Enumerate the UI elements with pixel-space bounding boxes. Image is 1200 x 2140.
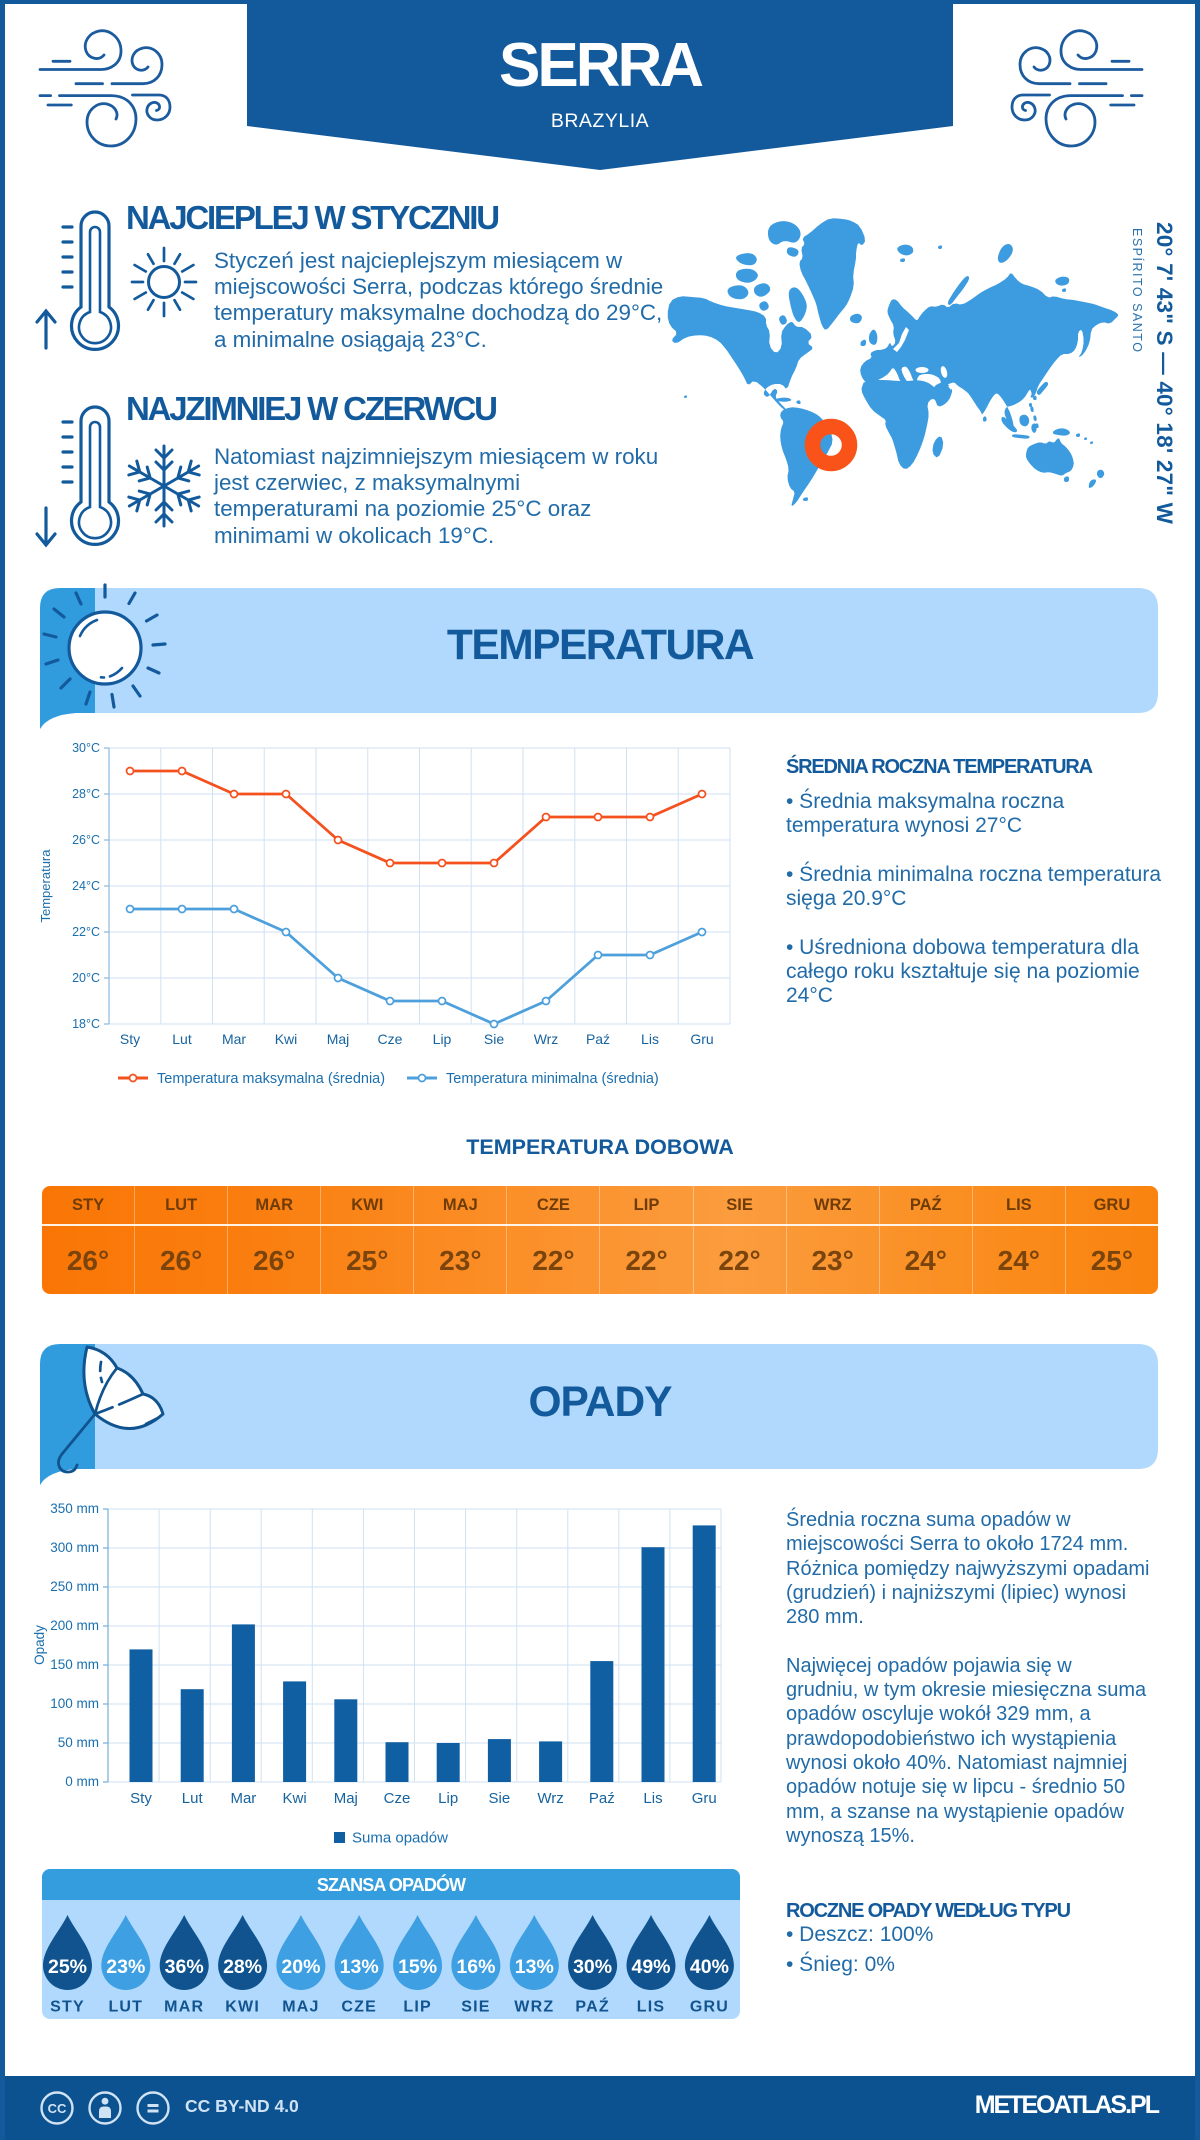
svg-text:Lis: Lis xyxy=(643,1790,662,1807)
svg-text:Mar: Mar xyxy=(222,1031,246,1047)
svg-text:Lip: Lip xyxy=(433,1031,452,1047)
svg-text:Maj: Maj xyxy=(334,1790,358,1807)
svg-text:28°C: 28°C xyxy=(72,787,100,801)
svg-text:MAJ: MAJ xyxy=(282,1999,319,2016)
svg-text:Lut: Lut xyxy=(172,1031,192,1047)
svg-text:23%: 23% xyxy=(106,1956,145,1978)
svg-text:Temperatura maksymalna (średni: Temperatura maksymalna (średnia) xyxy=(157,1071,385,1087)
svg-text:STY: STY xyxy=(50,1999,85,2016)
svg-text:36%: 36% xyxy=(165,1956,204,1978)
svg-text:20°C: 20°C xyxy=(72,971,100,985)
svg-text:30°C: 30°C xyxy=(72,741,100,755)
svg-text:GRU: GRU xyxy=(690,1999,729,2016)
svg-text:Sty: Sty xyxy=(120,1031,140,1047)
svg-text:Sie: Sie xyxy=(484,1031,504,1047)
svg-text:Cze: Cze xyxy=(378,1031,403,1047)
svg-text:25%: 25% xyxy=(48,1956,87,1978)
svg-text:28%: 28% xyxy=(223,1956,262,1978)
svg-text:150 mm: 150 mm xyxy=(50,1657,99,1672)
svg-text:WRZ: WRZ xyxy=(514,1999,554,2016)
svg-text:Temperatura minimalna (średnia: Temperatura minimalna (średnia) xyxy=(446,1071,659,1087)
svg-text:Kwi: Kwi xyxy=(283,1790,307,1807)
svg-text:Opady: Opady xyxy=(32,1625,47,1665)
svg-text:Wrz: Wrz xyxy=(537,1790,563,1807)
svg-text:SIE: SIE xyxy=(461,1999,490,2016)
svg-text:KWI: KWI xyxy=(225,1999,260,2016)
svg-text:50 mm: 50 mm xyxy=(58,1735,99,1750)
svg-text:22°C: 22°C xyxy=(72,925,100,939)
svg-text:Lis: Lis xyxy=(641,1031,659,1047)
svg-text:40%: 40% xyxy=(690,1956,729,1978)
svg-text:Paź: Paź xyxy=(586,1031,610,1047)
svg-text:Gru: Gru xyxy=(690,1031,713,1047)
svg-text:24°C: 24°C xyxy=(72,879,100,893)
svg-text:0 mm: 0 mm xyxy=(65,1774,99,1789)
svg-text:Suma opadów: Suma opadów xyxy=(352,1830,448,1847)
svg-text:13%: 13% xyxy=(340,1956,379,1978)
svg-text:Temperatura: Temperatura xyxy=(38,849,53,923)
svg-text:20%: 20% xyxy=(281,1956,320,1978)
svg-text:Sie: Sie xyxy=(489,1790,511,1807)
svg-text:Maj: Maj xyxy=(327,1031,350,1047)
svg-text:18°C: 18°C xyxy=(72,1017,100,1031)
svg-text:LIS: LIS xyxy=(637,1999,666,2016)
svg-text:13%: 13% xyxy=(515,1956,554,1978)
svg-text:LIP: LIP xyxy=(403,1999,432,2016)
svg-text:30%: 30% xyxy=(573,1956,612,1978)
svg-text:Gru: Gru xyxy=(692,1790,717,1807)
svg-text:250 mm: 250 mm xyxy=(50,1579,99,1594)
svg-text:Kwi: Kwi xyxy=(275,1031,298,1047)
svg-text:26°C: 26°C xyxy=(72,833,100,847)
svg-text:Cze: Cze xyxy=(384,1790,411,1807)
svg-text:Wrz: Wrz xyxy=(534,1031,559,1047)
svg-text:350 mm: 350 mm xyxy=(50,1501,99,1516)
svg-text:Paź: Paź xyxy=(589,1790,615,1807)
svg-text:100 mm: 100 mm xyxy=(50,1696,99,1711)
svg-text:200 mm: 200 mm xyxy=(50,1618,99,1633)
svg-text:Sty: Sty xyxy=(130,1790,152,1807)
svg-text:49%: 49% xyxy=(631,1956,670,1978)
svg-text:PAŹ: PAŹ xyxy=(575,1997,609,2016)
svg-text:MAR: MAR xyxy=(164,1999,204,2016)
svg-text:Lut: Lut xyxy=(182,1790,204,1807)
svg-text:Lip: Lip xyxy=(438,1790,458,1807)
svg-text:16%: 16% xyxy=(456,1956,495,1978)
svg-text:15%: 15% xyxy=(398,1956,437,1978)
svg-text:LUT: LUT xyxy=(108,1999,143,2016)
svg-text:CZE: CZE xyxy=(341,1999,377,2016)
svg-text:300 mm: 300 mm xyxy=(50,1540,99,1555)
svg-text:Mar: Mar xyxy=(230,1790,256,1807)
svg-text:CC: CC xyxy=(48,2101,67,2116)
